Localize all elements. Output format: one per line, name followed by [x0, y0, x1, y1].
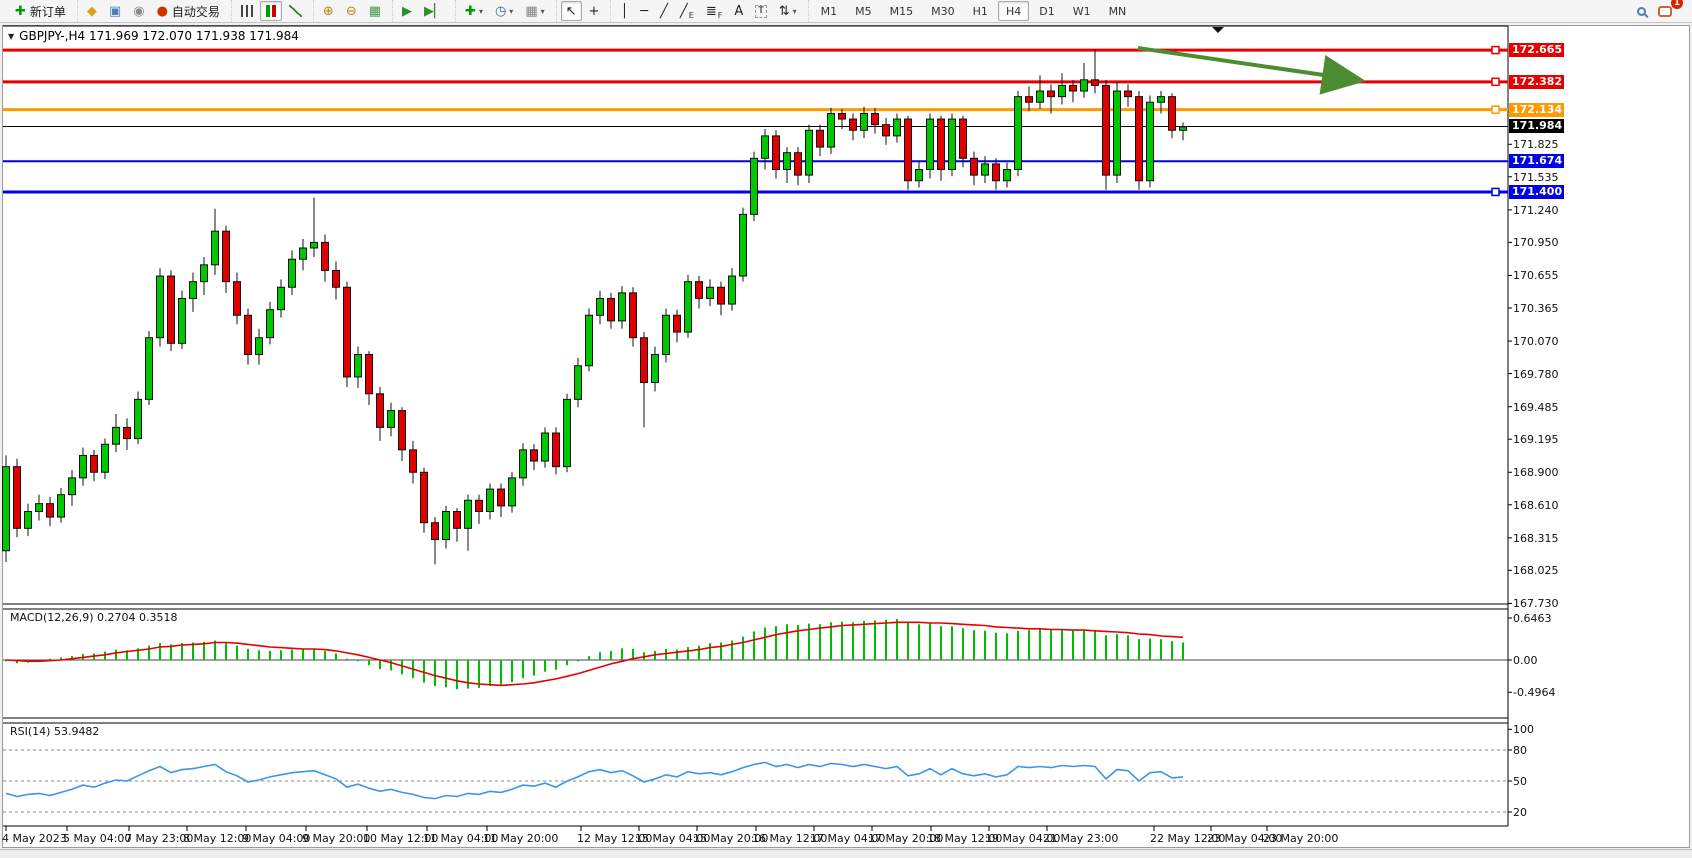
tool-sub-label: F — [717, 11, 723, 20]
fibonacci-icon: ≣ — [705, 3, 717, 19]
line-chart-button[interactable] — [284, 1, 307, 21]
dropdown-arrow-icon[interactable]: ▾ — [540, 6, 545, 16]
signals-icon: ◉ — [133, 3, 145, 19]
notification-badge: 1 — [1671, 0, 1683, 9]
text-icon: A — [734, 3, 744, 19]
rsi-levels — [3, 749, 1508, 813]
market-watch-icon: ◆ — [86, 3, 97, 19]
trendline-button[interactable]: ╱ — [655, 1, 673, 21]
tf-d1-button[interactable]: D1 — [1039, 4, 1055, 18]
data-window-button[interactable]: ▣ — [104, 1, 126, 21]
notifications-icon — [1658, 5, 1672, 17]
tf-m5-button[interactable]: M5 — [855, 4, 872, 18]
cursor-icon: ↖ — [565, 3, 577, 19]
vertical-line-icon: │ — [620, 3, 629, 19]
toolbar-group-timeframes: M1 M5 M15 M30 H1 H4 D1 W1 MN — [807, 0, 1139, 22]
crosshair-icon: + — [588, 3, 600, 19]
autoscroll-icon: ▶ — [402, 3, 413, 19]
toolbar-group-order: ✚ 新订单 — [6, 0, 75, 22]
equidistant-channel-icon: ╱ — [679, 3, 688, 19]
toolbar-group-zoom: ⊕ ⊖ ▦ — [312, 0, 390, 22]
horizontal-line-icon: ─ — [640, 3, 649, 19]
vertical-line-button[interactable]: │ — [615, 1, 633, 21]
tf-m30-button[interactable]: M30 — [931, 4, 955, 18]
bar-chart-icon — [240, 5, 253, 17]
trendline-icon: ╱ — [660, 3, 668, 19]
arrows-icon: ⇅ — [778, 3, 790, 19]
bottom-scroll-strip[interactable] — [0, 849, 1692, 858]
toolbar-group-pointer: ↖ + — [555, 0, 609, 22]
dropdown-arrow-icon[interactable]: ▾ — [792, 6, 797, 16]
text-label-icon: T — [755, 4, 767, 18]
tf-h4-button[interactable]: H4 — [997, 1, 1030, 21]
toolbar-group-scroll: ▶ ▶▏ — [392, 0, 453, 22]
indicators-icon: ✚ — [465, 3, 476, 19]
search-icon — [1637, 6, 1646, 16]
crosshair-button[interactable]: + — [584, 1, 605, 21]
toolbar-group-windows: ◆ ▣ ◉ ● 自动交易 — [76, 0, 229, 22]
search-button[interactable] — [1632, 1, 1651, 21]
bar-chart-button[interactable] — [236, 1, 258, 21]
dropdown-arrow-icon[interactable]: ▾ — [509, 6, 514, 16]
templates-icon: ▦ — [525, 3, 538, 19]
zoom-out-button[interactable]: ⊖ — [341, 1, 362, 21]
data-window-icon: ▣ — [108, 3, 122, 19]
templates-button[interactable]: ▦ ▾ — [520, 1, 549, 21]
macd-histogram — [5, 619, 1184, 690]
zoom-in-icon: ⊕ — [322, 3, 334, 19]
macd-signal-line — [5, 621, 1184, 687]
tile-windows-button[interactable]: ▦ — [364, 1, 386, 21]
zoom-in-button[interactable]: ⊕ — [318, 1, 339, 21]
new-order-button[interactable]: ✚ 新订单 — [10, 1, 71, 21]
autotrade-label: 自动交易 — [171, 4, 220, 19]
rsi-line — [5, 761, 1184, 800]
tf-w1-button[interactable]: W1 — [1072, 4, 1091, 18]
tf-m15-button[interactable]: M15 — [889, 4, 914, 18]
indicators-button[interactable]: ✚ ▾ — [460, 1, 488, 21]
tf-m1-button[interactable]: M1 — [820, 4, 838, 18]
candlestick-chart-button[interactable] — [259, 1, 282, 21]
cursor-button[interactable]: ↖ — [560, 1, 582, 21]
equidistant-channel-button[interactable]: ╱ E — [675, 1, 699, 21]
text-button[interactable]: A — [729, 1, 748, 21]
signals-button[interactable]: ◉ — [128, 1, 149, 21]
zoom-out-icon: ⊖ — [345, 3, 357, 19]
fibonacci-button[interactable]: ≣ F — [701, 1, 728, 21]
dropdown-arrow-icon[interactable]: ▾ — [478, 6, 483, 16]
candlestick-chart-icon — [264, 5, 277, 17]
chart-shift-icon: ▶▏ — [424, 3, 445, 19]
autotrade-icon: ● — [156, 3, 168, 19]
tool-sub-label: E — [688, 11, 694, 20]
tf-h1-button[interactable]: H1 — [972, 4, 988, 18]
toolbar-right-group: 1 — [1631, 0, 1688, 21]
timeframes-menu-button[interactable]: ◷ ▾ — [490, 1, 518, 21]
text-label-button[interactable]: T — [750, 1, 772, 21]
tf-mn-button[interactable]: MN — [1108, 4, 1127, 18]
chart-shift-marker[interactable] — [1212, 27, 1224, 33]
new-order-icon: ✚ — [15, 3, 26, 19]
line-chart-icon — [288, 5, 302, 17]
tile-windows-icon: ▦ — [368, 3, 382, 19]
autoscroll-button[interactable]: ▶ — [397, 1, 417, 21]
chart-shift-button[interactable]: ▶▏ — [419, 1, 449, 21]
notifications-button[interactable]: 1 — [1653, 0, 1683, 21]
arrows-button[interactable]: ⇅ ▾ — [774, 1, 802, 21]
main-toolbar: ✚ 新订单 ◆ ▣ ◉ ● 自动交易 ⊕ ⊖ ▦ ▶ ▶▏ ✚ ▾ ◷ ▾ ▦ ▾ ↖ + │ ─ ╱ ╱ E ≣ F A T ⇅ ▾ M1 M… — [0, 0, 1692, 23]
trend-arrow[interactable] — [1137, 46, 1366, 95]
candlesticks — [2, 49, 1187, 565]
new-order-label: 新订单 — [29, 4, 66, 19]
market-watch-button[interactable]: ◆ — [82, 1, 102, 21]
timeframes-menu-icon: ◷ — [494, 3, 507, 19]
toolbar-group-draw: │ ─ ╱ ╱ E ≣ F A T ⇅ ▾ — [610, 0, 805, 22]
horizontal-line-button[interactable]: ─ — [635, 1, 653, 21]
toolbar-group-chart-type — [230, 0, 311, 22]
autotrade-button[interactable]: ● 自动交易 — [152, 1, 225, 21]
toolbar-group-tools: ✚ ▾ ◷ ▾ ▦ ▾ — [455, 0, 554, 22]
